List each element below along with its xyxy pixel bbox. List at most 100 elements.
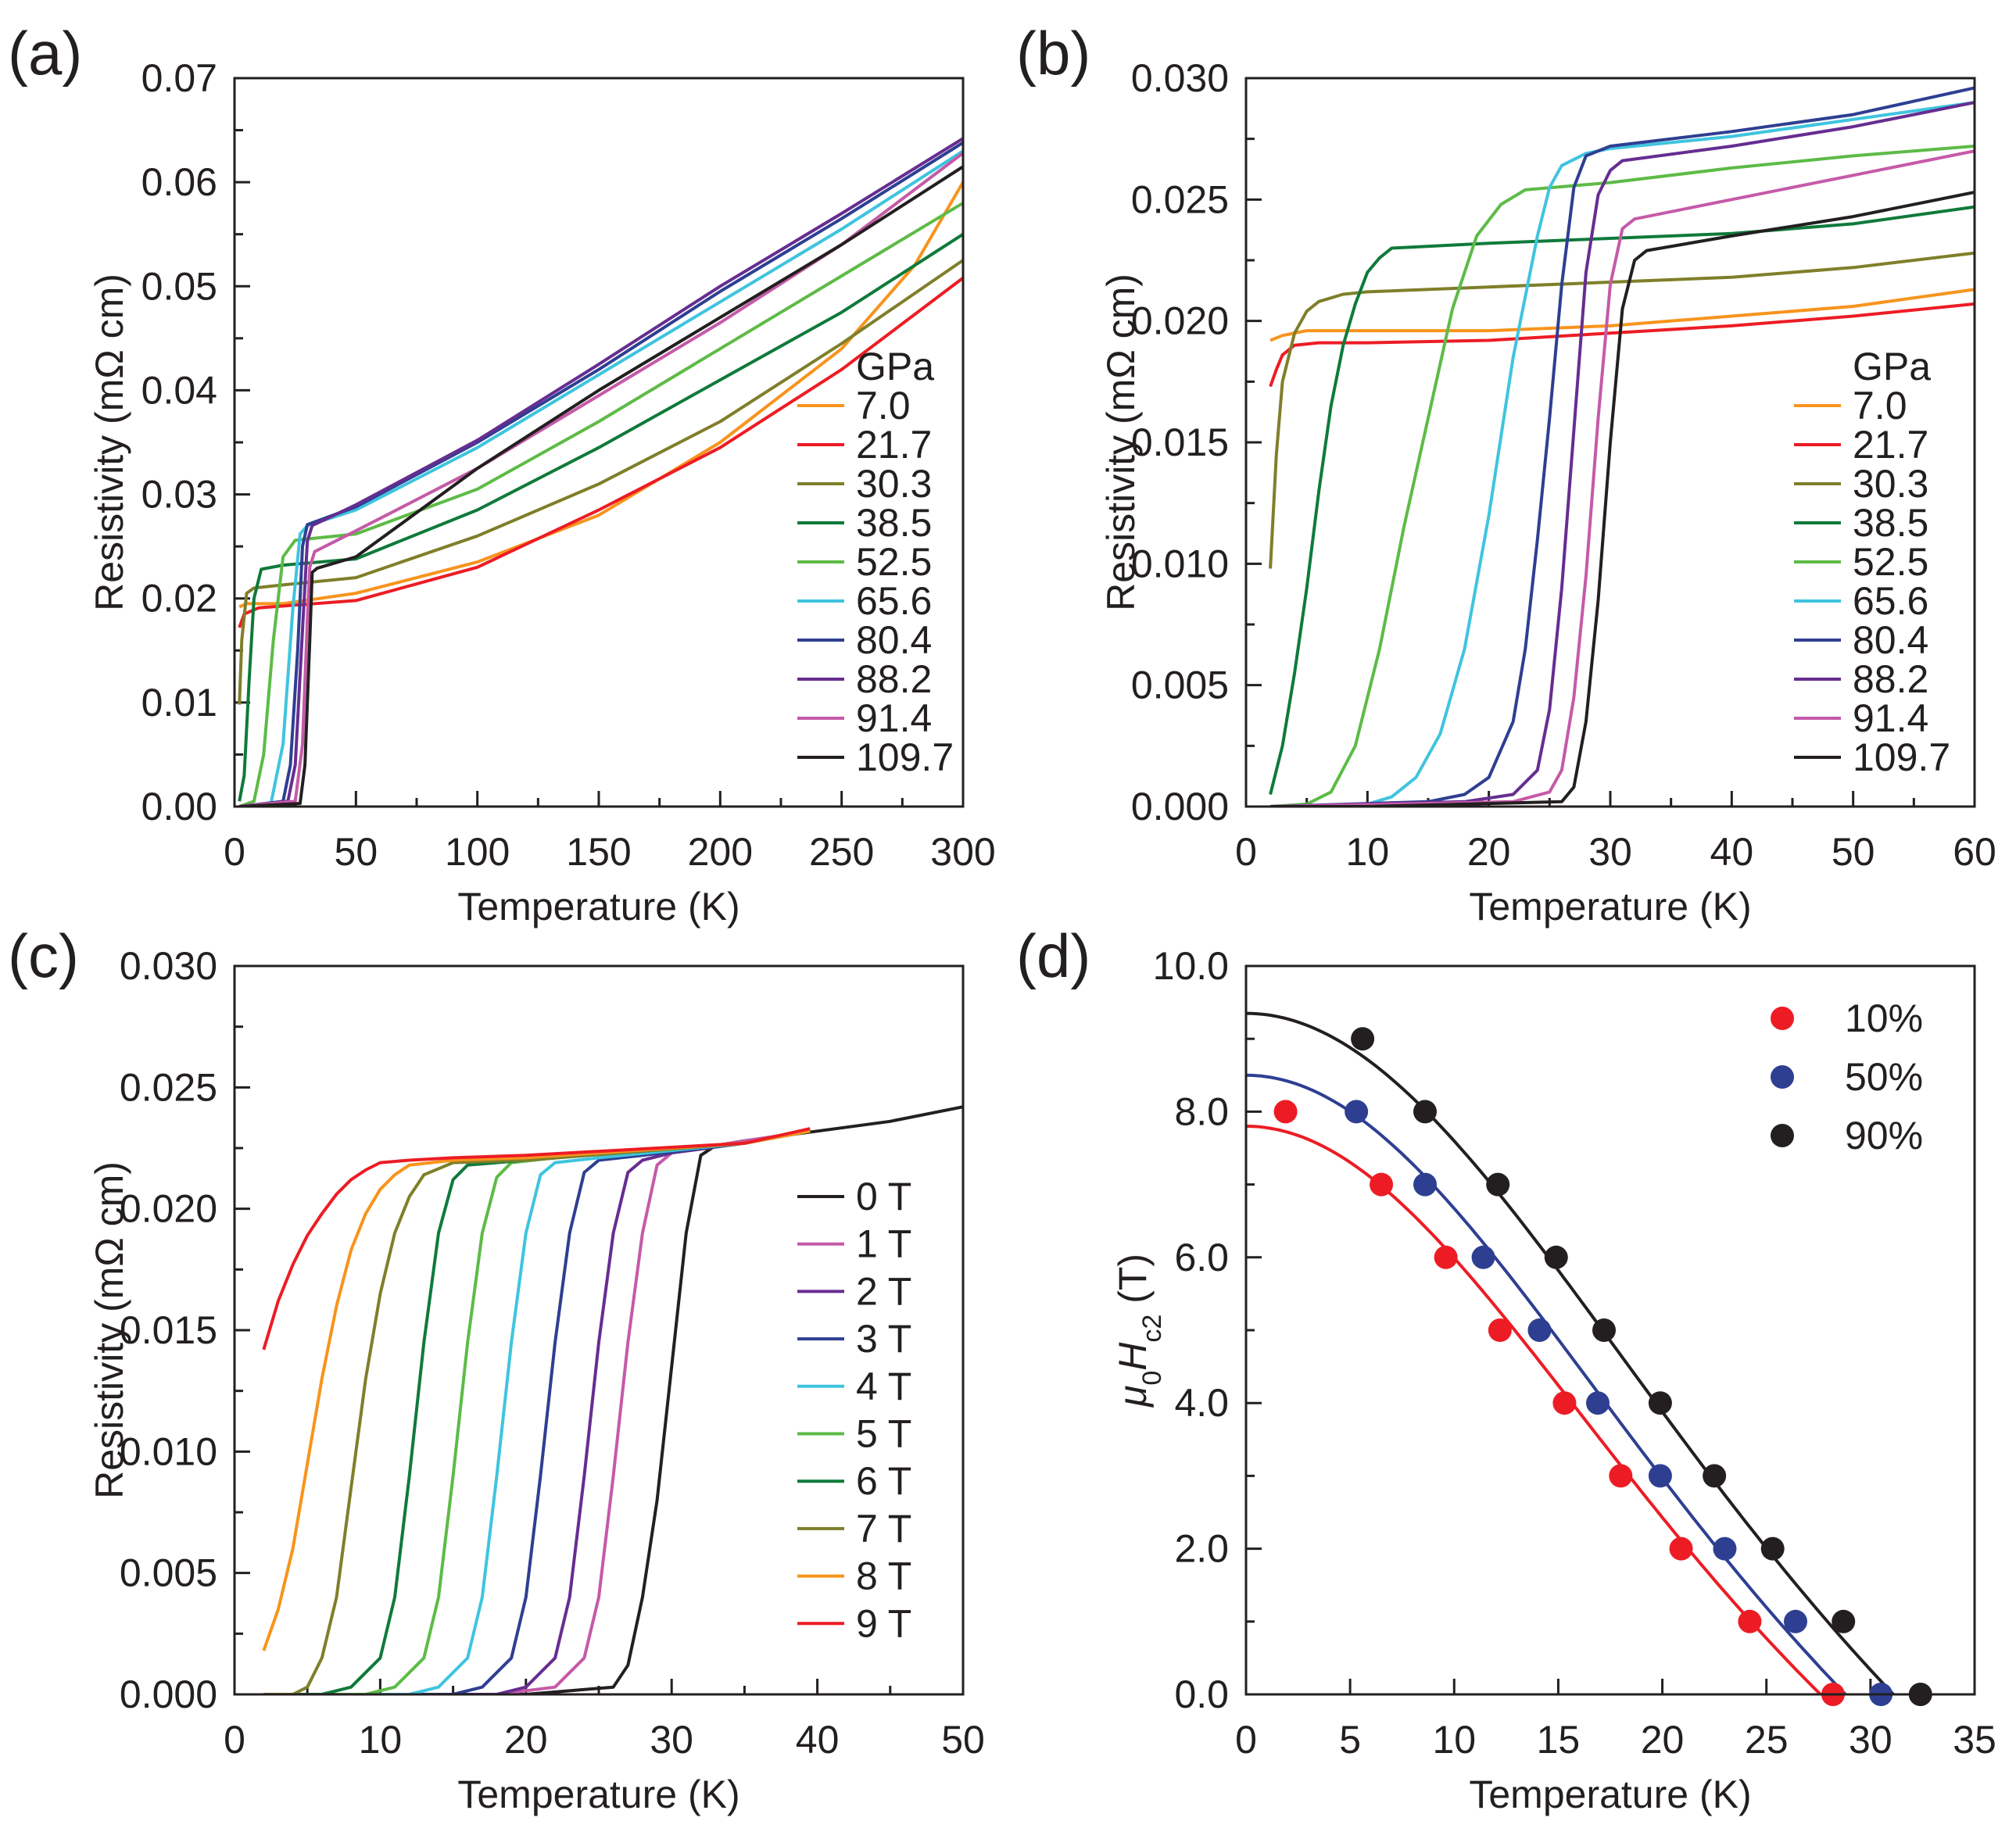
- data-point-90pct: [1648, 1391, 1672, 1415]
- x-tick-label: 10: [1432, 1718, 1476, 1762]
- y-tick-label: 6.0: [1174, 1236, 1229, 1279]
- x-tick-label: 30: [1588, 830, 1632, 874]
- data-point-50pct: [1713, 1537, 1737, 1561]
- data-point-90pct: [1413, 1100, 1438, 1124]
- legend-marker: [1771, 1065, 1794, 1089]
- legend-label: 80.4: [856, 618, 932, 662]
- data-point-90pct: [1760, 1537, 1785, 1561]
- panel-b: (b) 0 10 20 30 40 50 60 0.000 0.005 0.010 0.015 0.02…: [1016, 19, 1996, 928]
- data-point-90pct: [1486, 1172, 1510, 1197]
- plot-area: [262, 1105, 963, 1694]
- y-tick-label: 0.025: [120, 1065, 217, 1109]
- legend-marker: [1771, 1124, 1794, 1147]
- x-tick-label: 20: [504, 1718, 548, 1762]
- legend-label: 7 T: [856, 1507, 911, 1551]
- x-tick-label: 10: [1346, 830, 1390, 874]
- data-point-50pct: [1471, 1245, 1495, 1269]
- x-tick-label: 30: [1849, 1718, 1892, 1762]
- y-tick-label: 0.020: [1131, 299, 1229, 343]
- data-point-10pct: [1609, 1464, 1633, 1488]
- y-tick-label: 0.020: [120, 1187, 217, 1231]
- data-point-90pct: [1351, 1027, 1375, 1051]
- data-point-50pct: [1586, 1391, 1610, 1415]
- legend-marker: [1771, 1007, 1794, 1030]
- y-axis-title: Resistivity (mΩ cm): [1099, 274, 1143, 611]
- x-tick-label: 35: [1953, 1718, 1996, 1762]
- series-line-8-T: [262, 1129, 811, 1651]
- legend-label: 88.2: [1853, 657, 1928, 701]
- series-line-2-T: [263, 1129, 811, 1694]
- legend-title: GPa: [1853, 345, 1931, 388]
- data-point-90pct: [1832, 1609, 1856, 1633]
- x-tick-label: 0: [224, 830, 245, 874]
- x-tick-label: 15: [1537, 1718, 1581, 1762]
- legend: GPa7.021.730.338.552.565.680.488.291.410…: [1794, 345, 1950, 779]
- data-point-50pct: [1648, 1464, 1672, 1488]
- x-axis-title: Temperature (K): [1469, 885, 1751, 928]
- data-point-50pct: [1527, 1318, 1552, 1342]
- y-tick-label: 0.010: [120, 1429, 217, 1473]
- series-line-109-7: [239, 165, 963, 807]
- data-point-90pct: [1544, 1245, 1568, 1269]
- legend-label: 65.6: [1853, 579, 1928, 623]
- x-tick-label: 100: [445, 830, 510, 874]
- legend-label: 21.7: [1853, 423, 1928, 467]
- series-line-65-6: [1270, 101, 1975, 807]
- series-line-52-5: [1269, 145, 1975, 807]
- y-axis-title-part: H: [1111, 1342, 1155, 1371]
- series-line-80-4: [1270, 86, 1975, 807]
- x-tick-label: 50: [1832, 830, 1875, 874]
- legend-label: 80.4: [1853, 618, 1928, 662]
- y-axis-title: Resistivity (mΩ cm): [88, 1161, 131, 1499]
- legend-label: 38.5: [1853, 501, 1928, 545]
- x-tick-label: 20: [1641, 1718, 1685, 1762]
- plot-area: [1269, 86, 1975, 807]
- series-line-88-2: [238, 137, 963, 807]
- series-line-3-T: [263, 1129, 811, 1694]
- y-tick-label: 0.025: [1131, 177, 1229, 221]
- legend-label: 91.4: [1853, 696, 1928, 740]
- y-tick-label: 0.02: [141, 577, 217, 621]
- panel-label: (d): [1016, 921, 1090, 990]
- y-tick-label: 0.0: [1174, 1672, 1229, 1716]
- data-point-50pct: [1345, 1100, 1369, 1124]
- y-tick-label: 8.0: [1174, 1089, 1229, 1133]
- legend-label: 50%: [1845, 1055, 1923, 1099]
- x-tick-label: 50: [335, 830, 378, 874]
- y-tick-label: 0.005: [1131, 664, 1229, 707]
- y-tick-label: 0.030: [1131, 56, 1229, 100]
- y-axis-title: μ0Hc2 (T): [1111, 1254, 1167, 1408]
- legend-label: 3 T: [856, 1317, 911, 1361]
- data-point-10pct: [1552, 1391, 1577, 1415]
- legend-label: 30.3: [856, 462, 932, 506]
- series-line-80-4: [238, 141, 963, 807]
- x-axis-title: Temperature (K): [457, 1773, 739, 1816]
- panel-label: (a): [8, 19, 82, 88]
- data-point-10pct: [1273, 1100, 1298, 1124]
- fit-curve-10pct: [1246, 1125, 1822, 1694]
- data-point-10pct: [1370, 1172, 1394, 1197]
- y-axis-title-part: μ: [1111, 1386, 1155, 1408]
- x-axis-title: Temperature (K): [1469, 1773, 1751, 1816]
- y-axis-title-part: c2: [1137, 1315, 1167, 1343]
- x-tick-label: 300: [930, 830, 995, 874]
- legend-label: 90%: [1845, 1114, 1923, 1157]
- y-tick-label: 0.05: [141, 264, 217, 308]
- y-axis-title-part: 0: [1137, 1371, 1167, 1386]
- series-line-65-6: [239, 149, 963, 807]
- panel-c: (c) 0 10 20 30 40 50 0.000 0.005 0.010 0.015 0.020 0…: [8, 921, 985, 1816]
- y-tick-label: 0.010: [1131, 542, 1229, 585]
- x-axis-title: Temperature (K): [457, 885, 739, 928]
- series-line-1-T: [263, 1129, 811, 1694]
- panel-a: (a) 0 50 100 150 200 250 300 0.00 0.01 0.02 0.03 0.0…: [8, 19, 996, 928]
- data-point-50pct: [1783, 1609, 1807, 1633]
- fit-curve-50pct: [1246, 1073, 1847, 1694]
- y-tick-label: 0.015: [1131, 420, 1229, 464]
- x-tick-label: 40: [796, 1718, 840, 1762]
- legend-label: 38.5: [856, 501, 932, 545]
- series-line-5-T: [263, 1129, 811, 1694]
- x-tick-label: 20: [1467, 830, 1511, 874]
- y-tick-label: 0.015: [120, 1308, 217, 1352]
- x-tick-label: 40: [1710, 830, 1754, 874]
- legend-label: 21.7: [856, 423, 932, 467]
